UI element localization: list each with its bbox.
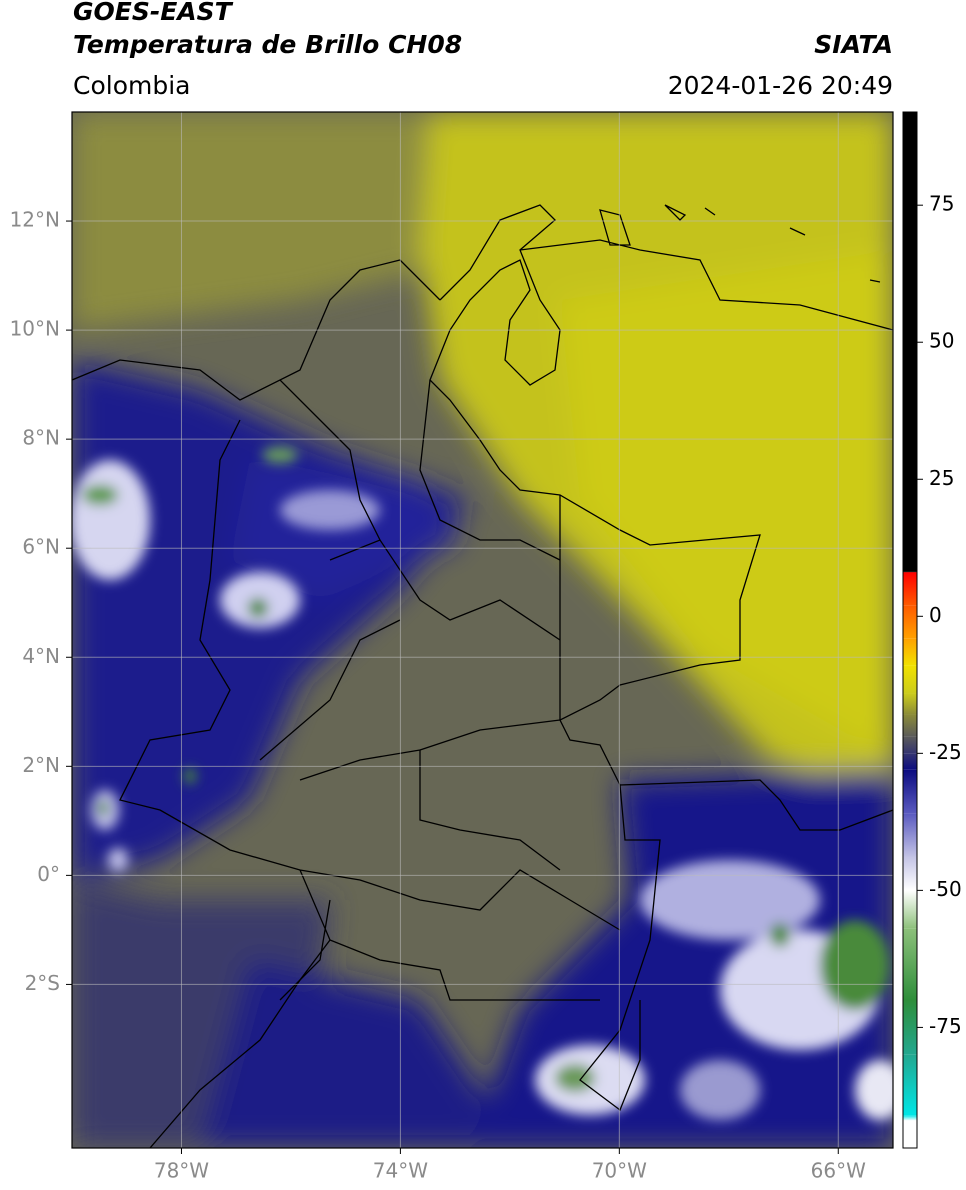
colorbar-segment bbox=[903, 112, 917, 572]
colorbar-tick-label: -75 bbox=[929, 1014, 962, 1038]
y-tick-label: 0° bbox=[37, 862, 60, 886]
y-tick-label: 10°N bbox=[10, 317, 60, 341]
y-tick-label: 2°N bbox=[22, 753, 60, 777]
colorbar-segment bbox=[903, 605, 917, 639]
colorbar-tick-label: 50 bbox=[929, 329, 954, 353]
colorbar-segment bbox=[903, 857, 917, 891]
source: SIATA bbox=[814, 30, 893, 59]
colorbar-segment bbox=[903, 693, 917, 715]
y-tick-label: 12°N bbox=[10, 208, 60, 232]
colorbar-tick-label: -50 bbox=[929, 877, 962, 901]
colorbar-segment bbox=[903, 638, 917, 666]
datetime: 2024-01-26 20:49 bbox=[668, 71, 893, 100]
colorbar-tick-label: 25 bbox=[929, 466, 954, 490]
colorbar-tick-label: 0 bbox=[929, 603, 942, 627]
x-tick-label: 66°W bbox=[811, 1159, 866, 1183]
satellite-image bbox=[72, 112, 893, 1148]
colorbar-segment bbox=[903, 1120, 917, 1148]
x-tick-label: 78°W bbox=[154, 1159, 209, 1183]
colorbar-segment bbox=[903, 890, 917, 929]
colorbar-segment bbox=[903, 736, 917, 754]
y-tick-label: 8°N bbox=[22, 426, 60, 450]
colorbar-segment bbox=[903, 665, 917, 694]
colorbar-tick-label: -25 bbox=[929, 740, 962, 764]
colorbar-segment bbox=[903, 571, 917, 573]
x-tick-label: 70°W bbox=[592, 1159, 647, 1183]
x-tick-label: 74°W bbox=[373, 1159, 428, 1183]
borders bbox=[72, 204, 893, 1148]
colorbar-segment bbox=[903, 813, 917, 858]
y-tick-label: 6°N bbox=[22, 535, 60, 559]
axes: 78°W 74°W 70°W 66°W 12°N 10°N 8°N 6°N 4°N 2°N 0° 2°… bbox=[10, 112, 962, 1183]
subtitle: Temperatura de Brillo CH08 bbox=[73, 30, 462, 59]
colorbar-segment bbox=[903, 928, 917, 1000]
colorbar-segment bbox=[903, 1000, 917, 1055]
region: Colombia bbox=[73, 71, 190, 100]
colorbar-segment bbox=[903, 753, 917, 770]
title: GOES-EAST bbox=[73, 0, 234, 26]
colorbar-frame bbox=[902, 111, 918, 1149]
colorbar-segment bbox=[903, 1054, 917, 1116]
colorbar-segment bbox=[903, 769, 917, 814]
colorbar-segment bbox=[903, 714, 917, 737]
map-frame bbox=[71, 111, 894, 1149]
colorbar-segment bbox=[903, 1115, 917, 1121]
y-tick-label: 4°N bbox=[22, 644, 60, 668]
colorbar-tick-label: 75 bbox=[929, 192, 954, 216]
y-tick-label: 2°S bbox=[25, 971, 60, 995]
colorbar-segment bbox=[903, 572, 917, 606]
